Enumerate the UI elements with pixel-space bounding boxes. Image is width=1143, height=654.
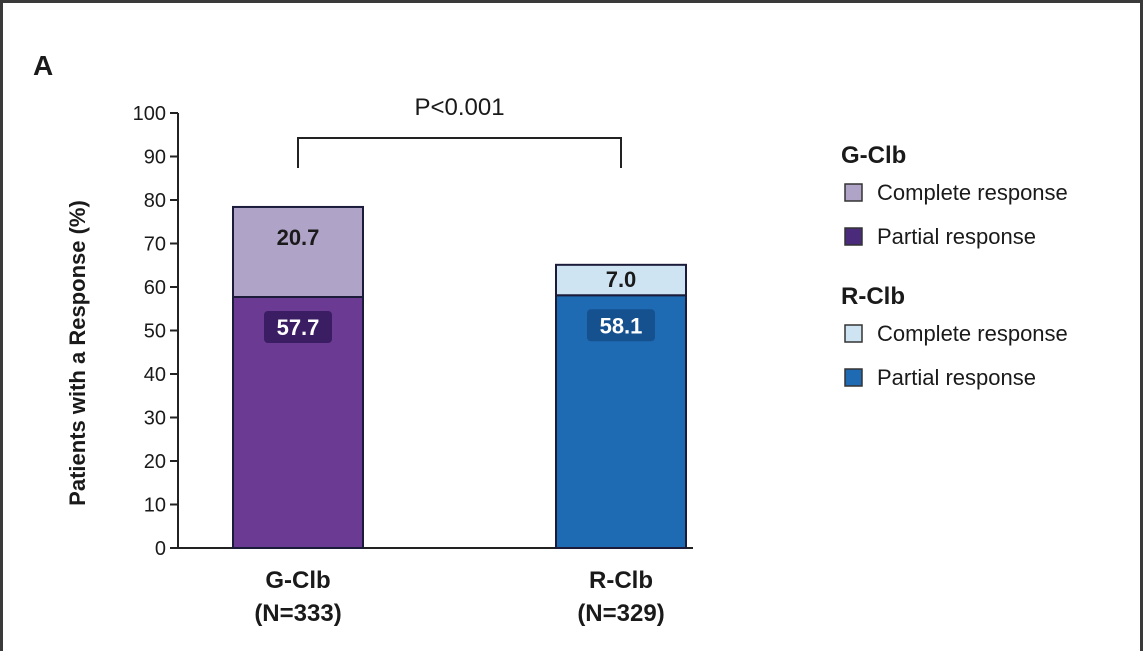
x-tick-sublabel: (N=333) — [254, 600, 341, 627]
y-tick-label: 10 — [144, 495, 166, 517]
legend-swatch — [844, 324, 863, 343]
y-tick-label: 0 — [155, 538, 166, 560]
significance-bracket — [297, 137, 622, 168]
y-tick-label: 20 — [144, 451, 166, 473]
p-value-annotation: P<0.001 — [414, 94, 504, 121]
x-tick-sublabel: (N=329) — [577, 600, 664, 627]
legend-label: Partial response — [877, 365, 1036, 390]
legend: G-Clb Complete response Partial response R-… — [841, 142, 1068, 390]
y-tick-label: 30 — [144, 408, 166, 430]
x-tick-label: R-Clb — [589, 567, 653, 594]
data-label: 7.0 — [606, 267, 637, 292]
y-tick-label: 80 — [144, 190, 166, 212]
x-tick-label: G-Clb — [265, 567, 330, 594]
plot-area: 0 10 20 30 40 50 60 70 80 90 100 57.7 20.7 G-Clb (N=33… — [133, 94, 693, 627]
legend-swatch — [844, 183, 863, 202]
legend-swatch — [844, 368, 863, 387]
bar-segment-complete-r-clb — [555, 263, 687, 297]
legend-group-title: R-Clb — [841, 283, 905, 310]
y-axis-label: Patients with a Response (%) — [65, 200, 90, 506]
data-label-badge — [587, 309, 655, 342]
y-tick-label: 50 — [144, 321, 166, 343]
data-label: 58.1 — [600, 313, 643, 338]
legend-label: Partial response — [877, 224, 1036, 249]
y-tick-label: 60 — [144, 277, 166, 299]
y-tick-label: 90 — [144, 147, 166, 169]
legend-label: Complete response — [877, 321, 1068, 346]
data-label: 57.7 — [277, 315, 320, 340]
chart-svg: A Patients with a Response (%) 0 10 20 30 40… — [33, 50, 1068, 627]
bar-segment-complete-g-clb — [232, 205, 364, 299]
y-tick-label: 100 — [133, 103, 166, 125]
data-label-badge — [264, 311, 332, 344]
legend-group-title: G-Clb — [841, 142, 906, 169]
legend-swatch — [844, 227, 863, 246]
panel-label: A — [33, 50, 53, 81]
y-tick-label: 40 — [144, 364, 166, 386]
y-tick-label: 70 — [144, 234, 166, 256]
data-label: 20.7 — [277, 225, 320, 250]
legend-label: Complete response — [877, 180, 1068, 205]
